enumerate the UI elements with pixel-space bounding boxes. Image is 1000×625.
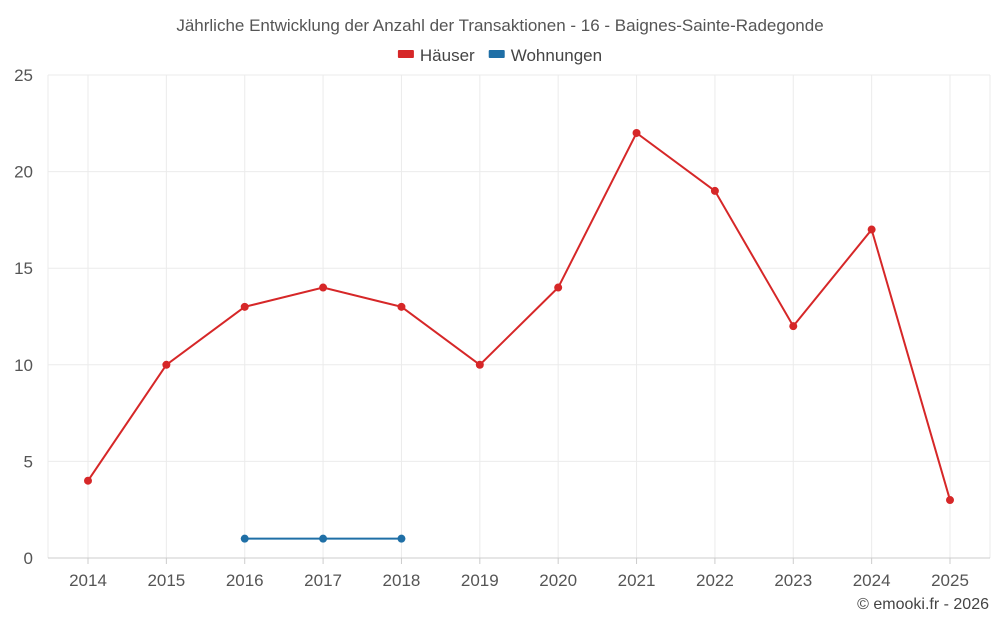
y-tick-label: 0 (24, 549, 33, 568)
legend-label: Wohnungen (511, 46, 602, 65)
y-tick-label: 10 (14, 356, 33, 375)
series-line-h-user (87, 131, 951, 501)
legend-item: Häuser (397, 46, 475, 65)
data-point-h-user (475, 360, 484, 369)
data-point-wohnungen (397, 534, 406, 543)
x-tick-label: 2014 (69, 571, 107, 590)
x-tick-label: 2016 (226, 571, 264, 590)
data-point-h-user (397, 302, 406, 311)
data-point-h-user (710, 186, 719, 195)
data-point-h-user (946, 496, 954, 505)
y-tick-label: 15 (14, 259, 33, 278)
data-point-h-user (867, 225, 876, 234)
legend-swatch (397, 50, 414, 58)
credit-text: © emooki.fr - 2026 (857, 596, 989, 613)
legend-item: Wohnungen (488, 46, 602, 65)
y-tick-label: 5 (24, 452, 33, 471)
x-tick-label: 2017 (304, 571, 342, 590)
x-tick-label: 2018 (383, 571, 421, 590)
data-point-h-user (632, 128, 641, 137)
data-point-h-user (554, 283, 563, 292)
legend: Häuser Wohnungen (397, 46, 602, 65)
x-tick-label: 2023 (774, 571, 812, 590)
data-point-h-user (319, 283, 328, 292)
data-point-wohnungen (319, 534, 328, 543)
y-tick-label: 25 (14, 66, 33, 85)
data-point-h-user (84, 476, 92, 485)
data-point-h-user (162, 360, 171, 369)
data-point-wohnungen (240, 534, 249, 543)
chart-title: Jährliche Entwicklung der Anzahl der Tra… (176, 16, 823, 35)
x-tick-label: 2022 (696, 571, 734, 590)
x-tick-label: 2015 (147, 571, 185, 590)
x-tick-label: 2019 (461, 571, 499, 590)
data-point-h-user (789, 322, 798, 331)
series-layer (84, 128, 954, 543)
legend-swatch (488, 50, 505, 58)
legend-label: Häuser (420, 46, 475, 65)
x-tick-label: 2024 (853, 571, 891, 590)
x-tick-label: 2020 (539, 571, 577, 590)
grid (47, 74, 991, 558)
x-tick-label: 2025 (931, 571, 969, 590)
data-point-h-user (240, 302, 249, 311)
x-tick-label: 2021 (618, 571, 656, 590)
y-tick-label: 20 (14, 163, 33, 182)
